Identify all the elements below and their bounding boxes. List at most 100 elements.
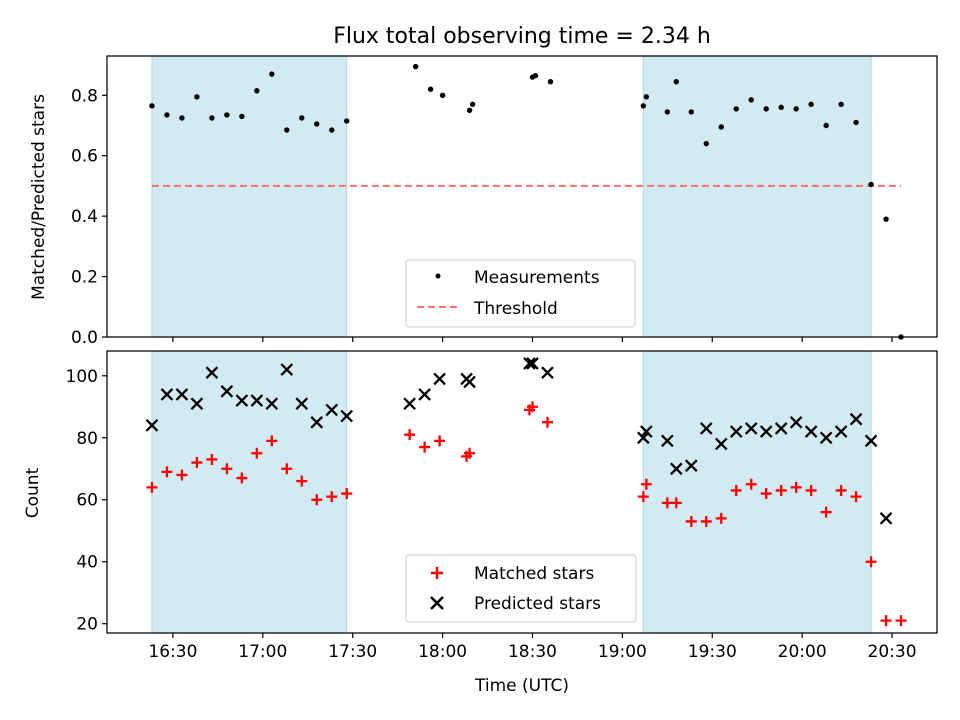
measurement-point-11 (299, 115, 305, 121)
predicted-point-33 (774, 422, 788, 435)
ratio-panel: 0.00.20.40.60.8 Matched/Predicted stars … (29, 55, 938, 348)
matched-point-23 (637, 491, 649, 503)
measurement-point-21 (532, 72, 539, 79)
predicted-point-8 (250, 394, 264, 407)
matched-point-8 (251, 447, 263, 459)
bottom-y-tick-label-4: 80 (76, 429, 98, 449)
predicted-point-14 (340, 409, 354, 423)
measurement-point-23 (640, 103, 647, 109)
matched-point-2 (161, 466, 173, 478)
matched-point-26 (670, 497, 682, 509)
top-y-tick-label-3: 0.4 (71, 207, 98, 227)
predicted-point-32 (759, 425, 773, 438)
x-tick-label-9: 20:30 (868, 642, 917, 662)
matched-point-29 (715, 512, 727, 524)
bottom-shaded-intervals (151, 350, 872, 634)
x-tick-label-5: 18:30 (508, 642, 557, 662)
measurement-point-37 (838, 101, 844, 108)
measurement-point-16 (427, 86, 434, 92)
shaded-interval-1 (151, 55, 348, 338)
top-y-axis-label: Matched/Predicted stars (29, 94, 49, 300)
bottom-y-tick-label-2: 40 (76, 553, 98, 573)
measurement-point-27 (688, 109, 694, 115)
matched-point-5 (206, 453, 218, 465)
matched-point-39 (865, 556, 877, 568)
matched-point-38 (850, 491, 862, 503)
matched-point-24 (640, 478, 652, 490)
predicted-point-40 (879, 512, 893, 525)
predicted-point-6 (220, 384, 234, 398)
predicted-point-7 (235, 394, 249, 407)
predicted-point-39 (864, 434, 878, 448)
matched-point-21 (526, 401, 538, 413)
measurement-point-40 (883, 216, 889, 222)
x-tick-label-6: 19:00 (598, 642, 647, 662)
legend-predicted-label: Predicted stars (474, 594, 601, 614)
bottom-y-axis: 20 40 60 80 100 (66, 367, 107, 635)
matched-point-30 (730, 484, 742, 496)
predicted-point-3 (175, 388, 189, 401)
top-shaded-intervals (151, 55, 872, 338)
bottom-legend-box (405, 554, 637, 623)
matched-point-13 (326, 491, 338, 503)
measurement-point-15 (412, 63, 419, 70)
matched-point-40 (880, 615, 892, 627)
predicted-point-28 (699, 422, 713, 435)
predicted-point-4 (190, 397, 204, 410)
matched-point-33 (775, 484, 787, 496)
bottom-y-axis-label: Count (23, 467, 43, 518)
predicted-point-1 (145, 419, 159, 432)
measurement-point-1 (149, 103, 155, 109)
measurement-point-19 (469, 101, 476, 108)
predicted-point-20 (523, 357, 536, 370)
measurement-point-5 (209, 115, 215, 121)
measurement-point-38 (853, 119, 859, 126)
matched-point-11 (296, 475, 308, 487)
measurement-point-14 (344, 118, 350, 124)
predicted-point-24 (640, 425, 653, 438)
measurement-point-18 (466, 107, 473, 114)
bottom-data-marks (145, 357, 907, 627)
measurement-point-32 (763, 106, 769, 112)
matched-point-22 (541, 416, 553, 428)
measurement-point-9 (269, 71, 275, 77)
legend-measurements-marker (435, 273, 441, 279)
matched-point-6 (221, 463, 233, 475)
top-panel-frame (106, 55, 938, 338)
predicted-point-11 (295, 397, 309, 410)
measurement-point-30 (733, 106, 739, 112)
measurement-point-29 (718, 124, 724, 130)
predicted-point-38 (849, 412, 863, 426)
measurement-point-13 (329, 127, 335, 133)
predicted-point-2 (160, 388, 174, 401)
measurement-point-35 (808, 101, 814, 108)
top-y-tick-label-1: 0.0 (71, 328, 98, 348)
measurement-point-39 (868, 181, 874, 188)
top-y-tick-label-4: 0.6 (71, 147, 98, 167)
predicted-point-21 (526, 357, 539, 370)
predicted-point-37 (834, 425, 848, 438)
measurement-point-28 (703, 140, 709, 147)
matched-point-9 (266, 435, 278, 447)
measurement-point-25 (664, 109, 671, 115)
legend-measurements-label: Measurements (474, 268, 600, 288)
chart-title: Flux total observing time = 2.34 h (333, 24, 711, 49)
predicted-point-23 (637, 431, 650, 445)
predicted-point-35 (804, 425, 818, 438)
predicted-point-13 (325, 403, 339, 417)
predicted-point-34 (789, 415, 803, 429)
measurement-point-36 (823, 122, 829, 129)
matched-point-41 (895, 615, 907, 627)
bottom-legend: Matched stars Predicted stars (405, 554, 637, 623)
shaded-interval-2 (642, 350, 872, 634)
measurement-point-6 (224, 112, 230, 118)
matched-point-36 (820, 506, 832, 518)
x-tick-label-8: 20:00 (778, 642, 827, 662)
measurement-point-8 (254, 88, 260, 94)
matched-point-1 (146, 481, 158, 493)
measurement-point-31 (748, 97, 754, 103)
matched-point-12 (311, 494, 323, 506)
top-data-marks (149, 63, 904, 340)
matched-point-37 (835, 484, 847, 496)
